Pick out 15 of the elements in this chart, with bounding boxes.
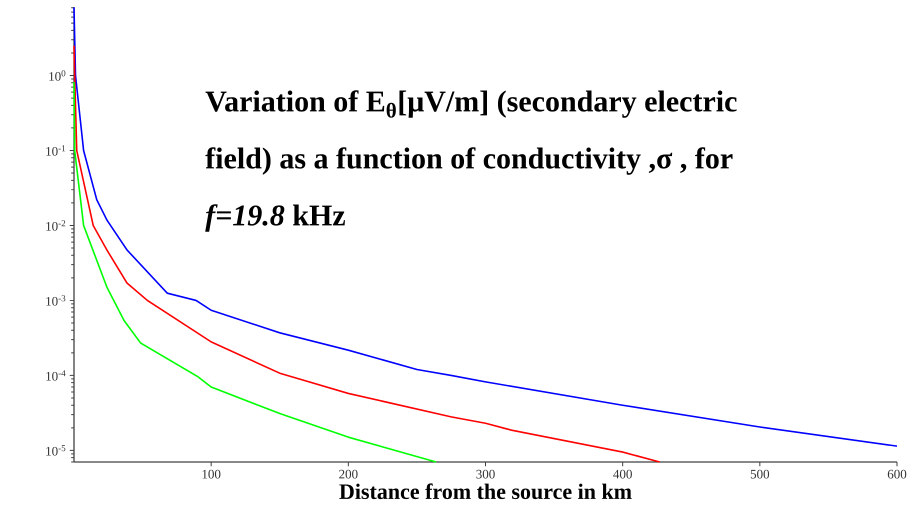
y-tick-label: 10$^{-4}$ — [46, 370, 66, 381]
x-tick-label: 100 — [202, 470, 220, 479]
y-tick-label: 10$^{-2}$ — [46, 220, 66, 231]
y-tick-label: 10$^{0}$ — [49, 70, 66, 81]
x-axis-title: Distance from the source in km — [339, 483, 632, 500]
x-tick-label: 600 — [888, 470, 906, 479]
text: Variation of E$_{θ}$[μV/m] (secondary electric field) as a function of conductivity ,σ , for f=19.8 kHz — [205, 90, 737, 232]
x-tick-label: 500 — [750, 470, 770, 479]
y-tick-label: 10$^{-3}$ — [46, 295, 66, 306]
x-tick-label: 400 — [613, 470, 632, 479]
x-tick-label: 300 — [476, 470, 495, 479]
x-tick-label: 200 — [339, 470, 358, 479]
y-tick-label: 10$^{-1}$ — [46, 145, 66, 156]
line-series — [73, 6, 898, 447]
y-tick-label: 10$^{-5}$ — [46, 445, 66, 456]
